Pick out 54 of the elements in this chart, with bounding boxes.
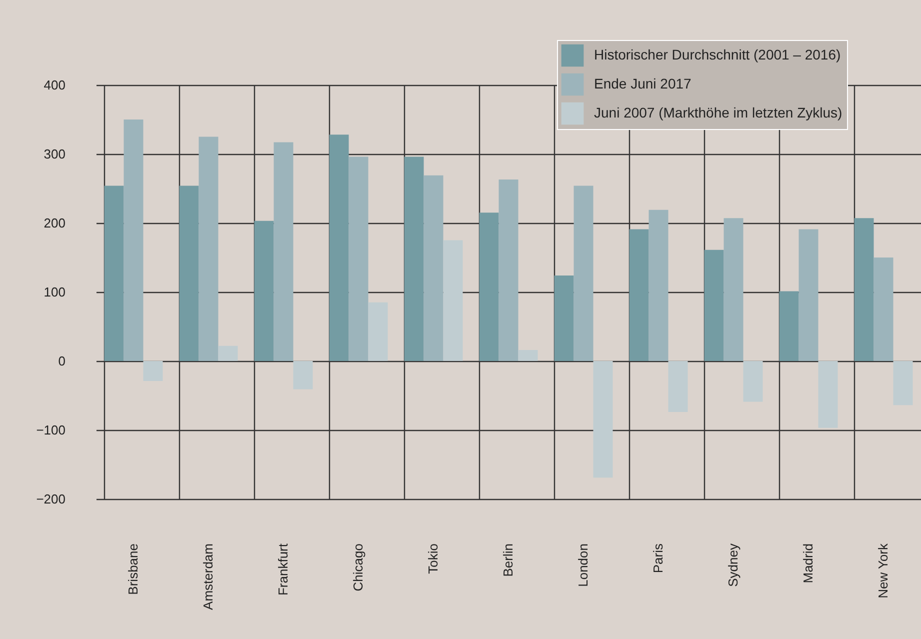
bar: [629, 229, 649, 361]
x-tick-label: Amsterdam: [200, 544, 216, 610]
x-tick-label: Berlin: [500, 544, 516, 577]
bar: [704, 250, 724, 361]
bar: [798, 229, 818, 361]
bar: [743, 361, 763, 402]
bar: [668, 361, 688, 412]
bar: [348, 156, 368, 361]
bar: [274, 142, 294, 361]
legend-label: Juni 2007 (Markthöhe im letzten Zyklus): [594, 104, 842, 120]
bar: [293, 361, 313, 390]
x-tick-label: Frankfurt: [276, 543, 290, 596]
bar: [593, 361, 613, 478]
x-tick-label: Madrid: [800, 544, 816, 584]
bar: [574, 186, 594, 361]
legend-label: Ende Juni 2017: [594, 76, 692, 92]
x-tick-label: Brisbane: [126, 544, 140, 595]
bar: [368, 302, 388, 361]
bar: [554, 275, 574, 361]
bar: [254, 220, 274, 361]
bar: [424, 175, 444, 361]
y-tick-label: 300: [44, 146, 66, 162]
bar: [874, 258, 894, 361]
bar: [498, 180, 518, 361]
bar: [218, 346, 238, 361]
y-tick-label: 100: [44, 284, 66, 300]
bar: [518, 350, 538, 361]
x-tick-label: Chicago: [350, 544, 366, 592]
bar: [124, 120, 144, 361]
legend-label: Historischer Durchschnitt (2001 – 2016): [594, 46, 841, 62]
x-tick-label: London: [576, 544, 590, 587]
bar: [198, 136, 218, 361]
bar: [404, 156, 424, 361]
x-tick-label: Paris: [650, 543, 666, 574]
bar: [818, 361, 838, 428]
x-tick-label: Tokio: [426, 544, 440, 574]
x-tick-label: New York: [876, 543, 890, 598]
y-tick-label: −200: [36, 492, 66, 506]
bar: [479, 212, 499, 361]
bar: [854, 218, 874, 361]
x-tick-label: Sydney: [726, 543, 740, 587]
bar: [648, 210, 668, 361]
y-tick-label: 400: [44, 78, 66, 92]
bar: [143, 361, 163, 382]
bar: [104, 186, 124, 361]
y-tick-label: −100: [36, 422, 66, 438]
y-tick-label: 0: [58, 354, 66, 368]
bar: [329, 134, 349, 361]
bar: [724, 218, 744, 361]
y-tick-label: 200: [44, 216, 66, 230]
bar: [779, 291, 799, 361]
bar: [443, 240, 463, 361]
bar: [893, 361, 913, 406]
bar: [179, 186, 199, 361]
